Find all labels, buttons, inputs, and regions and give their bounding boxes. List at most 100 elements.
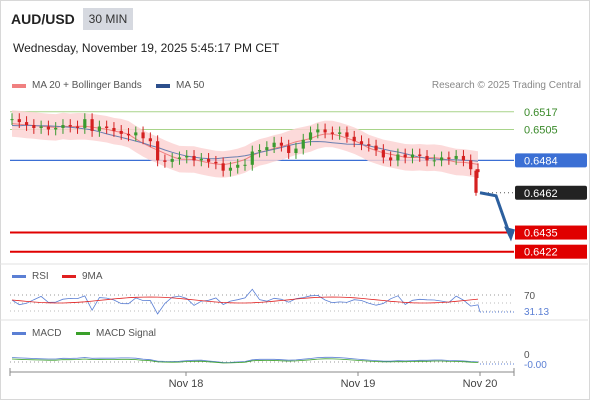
support-tag [515,244,587,259]
legend-rsi-swatch [12,275,26,278]
candle-body [367,144,371,146]
candle-body [279,142,284,146]
forecast-arrow [479,191,512,236]
macd-value-label: -0.00 [524,360,547,371]
candle-body [474,170,478,193]
legend-ma20-swatch [12,83,26,88]
candle-body [359,141,364,145]
candle-body [192,155,196,161]
resistance-label: 0.6517 [524,107,558,119]
candle-body [352,136,356,142]
legend-rsi-label: RSI [32,271,49,282]
candle-body [221,163,225,171]
candle-body [396,154,400,161]
rsi-line [11,288,481,315]
candle-body [134,132,138,136]
support-label: 0.6422 [524,247,558,259]
legend-macd-signal-label: MACD Signal [96,328,157,339]
rsi-ma-line [11,296,479,304]
legend-macd: MACD [12,328,61,339]
candle-body [476,169,480,173]
candle-body [374,145,378,151]
last-price-label: 0.6462 [524,188,558,200]
candle-body [170,158,174,162]
candle-body [214,161,218,164]
symbol-title: AUD/USD [11,11,75,27]
research-credit: Research © 2025 Trading Central [431,80,581,91]
legend-macd-signal: MACD Signal [76,328,156,339]
timeframe-button[interactable]: 30 MIN [83,8,133,30]
candle-body [432,160,436,162]
support-tag [515,225,587,240]
macd-zero-label: 0 [524,350,530,361]
candle-body [308,132,313,140]
pivot-tag [515,153,587,168]
candle-body [148,138,152,142]
bollinger-band [12,110,478,178]
candle-body [90,119,94,131]
candle-body [323,129,327,133]
x-tick-label: Nov 18 [169,378,204,390]
forecast-arrowhead [504,226,515,242]
candle-body [330,132,334,134]
candle-body [126,133,131,136]
candle-body [199,158,203,161]
candle-body [97,126,101,131]
candle-body [32,125,36,128]
candle-body [272,142,276,148]
candle-body [68,125,72,127]
candle-body [228,167,233,171]
macd-signal-line [11,358,479,364]
x-tick-label: Nov 20 [463,378,498,390]
ma50-line [11,124,479,162]
candle-body [447,157,451,159]
candle-body [301,139,305,149]
candle-body [469,160,473,170]
legend-macd-label: MACD [32,328,62,339]
candle-body [163,160,167,162]
legend-ma50: MA 50 [156,80,204,91]
candle-body [105,126,109,128]
candle-body [425,155,429,161]
candle-body [177,157,182,159]
candle-body [381,150,385,158]
legend-9ma-swatch [62,275,76,278]
candle-body [294,148,298,154]
candle-body [250,151,254,165]
legend-macd-swatch [12,332,26,335]
rsi-value-label: 31.13 [524,307,549,318]
legend-ma50-label: MA 50 [176,80,205,91]
legend-rsi: RSI [12,271,49,282]
macd-line [11,356,479,363]
candle-body [39,126,43,128]
candle-body [156,141,160,161]
candle-body [112,127,116,131]
legend-ma50-swatch [156,83,170,88]
candle-body [83,119,87,128]
candle-body [461,155,466,161]
support-label: 0.6435 [524,228,558,240]
candle-body [61,125,65,128]
candle-body [54,127,58,130]
resistance-label: 0.6505 [524,124,558,136]
legend-9ma-label: 9MA [82,271,103,282]
candle-body [17,119,21,123]
candle-body [75,126,80,128]
candle-body [410,154,415,158]
candle-body [403,154,407,158]
candle-body [338,132,342,134]
candle-body [389,157,393,161]
candle-body [287,145,291,154]
candle-body [243,164,247,166]
x-tick-label: Nov 19 [341,378,376,390]
candle-body [119,130,123,134]
candle-body [206,158,211,162]
candle-body [236,164,240,168]
rsi-level-label: 70 [524,291,536,302]
candle-body [418,154,422,156]
legend-ma20-label: MA 20 + Bollinger Bands [32,80,142,91]
candle-body [265,147,269,151]
candle-body [316,129,320,133]
candle-body [439,157,444,161]
candle-body [257,150,262,152]
